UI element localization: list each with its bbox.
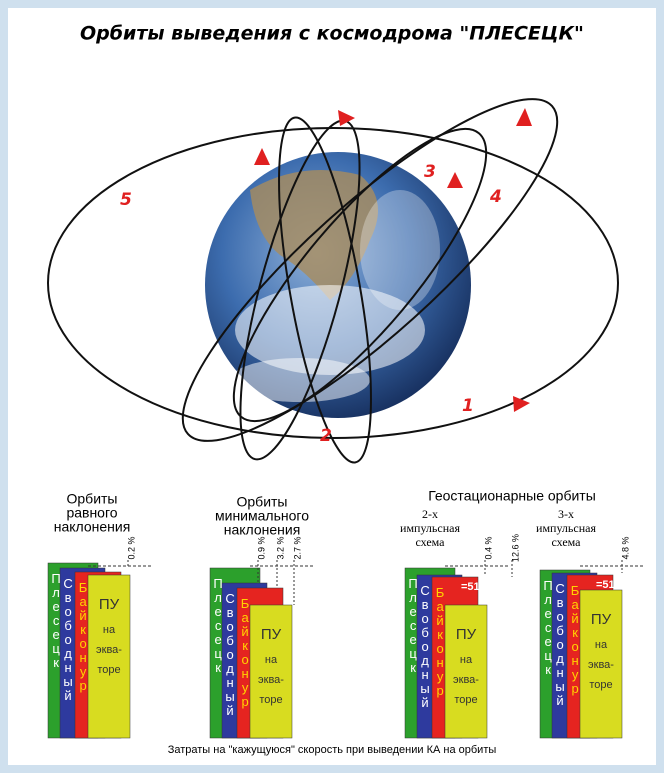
site-label: Байконур [568, 583, 583, 696]
bar-block [444, 604, 488, 739]
group-title: импульсная [400, 521, 460, 535]
equator-label: торе [454, 694, 477, 706]
group-title: 3-х [558, 507, 574, 521]
group-title: наклонения [224, 522, 301, 538]
site-label: Свободный [553, 581, 568, 707]
group-title: равного [66, 505, 117, 521]
equator-label: торе [97, 664, 120, 676]
group-title: схема [551, 535, 581, 549]
site-label: Плесецк [541, 578, 556, 676]
orbits-front [181, 98, 559, 464]
angle-label: =51° [461, 581, 484, 593]
percent-label: 2.7 % [292, 536, 302, 559]
site-label: Свободный [223, 591, 238, 717]
equator-label: на [595, 639, 608, 651]
site-label: Плесецк [211, 576, 226, 674]
percent-label: 0.2 % [126, 536, 136, 559]
orbit-label: 2 [320, 426, 332, 446]
site-label: Байконур [238, 596, 253, 709]
site-label: Свободный [61, 576, 76, 702]
equator-label: эква- [453, 674, 479, 686]
group-title: минимального [215, 508, 309, 524]
group-title: схема [415, 535, 445, 549]
equator-label: на [265, 654, 278, 666]
bar-block [87, 574, 131, 739]
equator-label: эква- [258, 674, 284, 686]
bar-block [249, 604, 293, 739]
equator-label: ПУ [591, 611, 612, 628]
equator-label: эква- [96, 644, 122, 656]
orbit-label: 5 [120, 190, 132, 210]
caption: Затраты на "кажущуюся" скорость при выве… [168, 744, 497, 756]
site-label: Байконур [76, 580, 91, 693]
percent-label: 12.6 % [510, 534, 520, 562]
group-title: Орбиты [237, 494, 288, 510]
site-label: Плесецк [49, 571, 64, 669]
group-title: наклонения [54, 519, 131, 535]
group-title: импульсная [536, 521, 596, 535]
equator-label: торе [589, 679, 612, 691]
geo-title: Геостационарные орбиты [428, 488, 596, 504]
bar-block [579, 589, 623, 739]
equator-label: на [460, 654, 473, 666]
orbits [47, 127, 619, 439]
site-label: Свободный [418, 583, 433, 709]
site-label: Байконур [433, 585, 448, 698]
group-title: 2-х [422, 507, 438, 521]
equator-label: на [103, 624, 116, 636]
orbit-label: 3 [424, 162, 436, 182]
percent-label: 0.9 % [256, 536, 266, 559]
group-title: Орбиты [67, 491, 118, 507]
angle-label: =51° [596, 579, 619, 591]
equator-label: ПУ [99, 596, 120, 613]
orbit [47, 127, 619, 439]
equator-label: ПУ [261, 626, 282, 643]
percent-label: 3.2 % [275, 536, 285, 559]
site-label: Плесецк [406, 576, 421, 674]
equator-label: торе [259, 694, 282, 706]
title: Орбиты выведения с космодрома "ПЛЕСЕЦК" [80, 23, 584, 45]
orbit-label: 1 [462, 396, 474, 416]
equator-label: эква- [588, 659, 614, 671]
orbit-label: 4 [489, 187, 502, 207]
percent-label: 0.4 % [483, 536, 493, 559]
arrows [254, 108, 532, 412]
percent-label: 4.8 % [620, 536, 630, 559]
equator-label: ПУ [456, 626, 477, 643]
